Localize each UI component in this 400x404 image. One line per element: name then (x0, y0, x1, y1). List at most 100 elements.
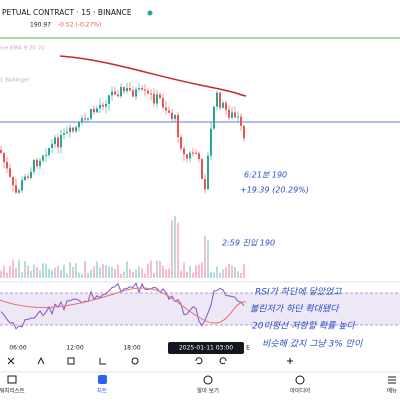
tool-redo[interactable] (219, 357, 227, 365)
volume-bar (150, 260, 152, 278)
volume-bar (108, 266, 110, 278)
nav-icon[interactable] (7, 375, 17, 384)
candle-body (129, 87, 131, 91)
volume-bar (195, 265, 197, 278)
volume (0, 216, 245, 278)
candle-body (84, 118, 86, 120)
nav-label[interactable]: 워치리스트 (0, 387, 25, 395)
candle-body (36, 159, 38, 167)
volume-bar (189, 266, 191, 278)
tool-shape[interactable] (67, 357, 75, 365)
candle-body (198, 153, 200, 160)
candle-body (222, 102, 224, 108)
volume-bar (237, 271, 239, 278)
candle-body (177, 115, 179, 138)
volume-bar (123, 271, 125, 278)
candle-body (111, 91, 113, 96)
nav-label[interactable]: 아이디어 (290, 387, 310, 395)
note-exit: 6:21분 190 (244, 171, 287, 180)
nav-icon[interactable] (388, 376, 396, 384)
candle-body (228, 109, 230, 118)
tool-zoom[interactable] (131, 357, 139, 365)
candle-body (72, 127, 74, 132)
volume-bar (36, 267, 38, 278)
tool-line[interactable] (37, 356, 45, 365)
candle-body (126, 87, 128, 92)
time-cursor-label: 2025-01-11 03:00 (179, 345, 233, 352)
volume-bar (135, 269, 137, 278)
volume-bar (9, 266, 11, 278)
candle-body (93, 108, 95, 113)
candle-body (42, 155, 44, 161)
nav-icon[interactable] (295, 375, 305, 385)
tool-cross[interactable] (7, 357, 15, 365)
candle-body (207, 155, 209, 190)
ema-line (59, 55, 247, 97)
candle-body (39, 160, 41, 167)
volume-bar (39, 270, 41, 278)
note-reason: 불린저가 하단 확대됐다 (250, 304, 340, 315)
candle-body (51, 144, 53, 148)
candle-body (120, 87, 122, 97)
nav-icon[interactable] (203, 375, 213, 385)
nav-icon[interactable] (98, 375, 107, 384)
volume-bar (180, 270, 182, 278)
candle-body (174, 115, 176, 119)
volume-bar (114, 268, 116, 278)
candle-body (87, 118, 89, 120)
volume-bar (78, 272, 80, 278)
volume-bar (48, 268, 50, 278)
candle-body (225, 102, 227, 110)
live-dot (147, 10, 153, 16)
tool-measure[interactable] (99, 358, 106, 365)
symbol-title: PETUAL CONTRACT · 15 · BINANCE (2, 8, 132, 17)
candle-body (96, 108, 98, 113)
candle-body (219, 92, 221, 108)
volume-bar (174, 216, 176, 278)
time-label: E (246, 345, 250, 352)
volume-bar (234, 267, 236, 278)
candle-body (114, 91, 116, 95)
volume-bar (159, 261, 161, 278)
candle-body (144, 89, 146, 91)
candle-body (78, 121, 80, 128)
candle-body (243, 125, 245, 139)
volume-bar (60, 270, 62, 278)
volume-bar (63, 264, 65, 278)
candle-body (192, 152, 194, 154)
volume-bar (192, 272, 194, 278)
candle-body (69, 127, 71, 133)
candle-body (132, 90, 134, 97)
candle-body (21, 180, 23, 191)
candle-body (204, 178, 206, 190)
candle-body (213, 106, 215, 129)
nav-label[interactable]: 알아 보기 (197, 387, 219, 395)
volume-bar (138, 266, 140, 278)
volume-bar (141, 268, 143, 278)
volume-bar (213, 272, 215, 278)
price: 190.97 (30, 22, 51, 29)
volume-bar (204, 236, 206, 278)
note-reason: 20이평선 저항할 확률 높다 (252, 321, 357, 332)
candle-body (141, 88, 143, 90)
tool-undo[interactable] (195, 357, 203, 365)
volume-bar (3, 265, 5, 278)
price-change: -0.52 (-0.27%) (58, 22, 101, 29)
candle-body (60, 134, 62, 148)
nav-label[interactable]: 차트 (97, 387, 107, 395)
candle-body (186, 154, 188, 159)
bollinger-legend: 1 Bollinger (0, 78, 30, 84)
candle-body (66, 132, 68, 134)
volume-bar (183, 262, 185, 278)
volume-bar (99, 267, 101, 278)
tool-add[interactable] (287, 358, 293, 364)
candle-body (150, 93, 152, 95)
nav: 워치리스트 차트 알아 보기 아이디어 메뉴 (0, 375, 397, 395)
candles (0, 82, 245, 194)
candle-body (108, 95, 110, 104)
volume-bar (132, 271, 134, 278)
volume-bar (240, 273, 242, 278)
candle-body (168, 110, 170, 113)
nav-label[interactable]: 메뉴 (387, 387, 397, 395)
